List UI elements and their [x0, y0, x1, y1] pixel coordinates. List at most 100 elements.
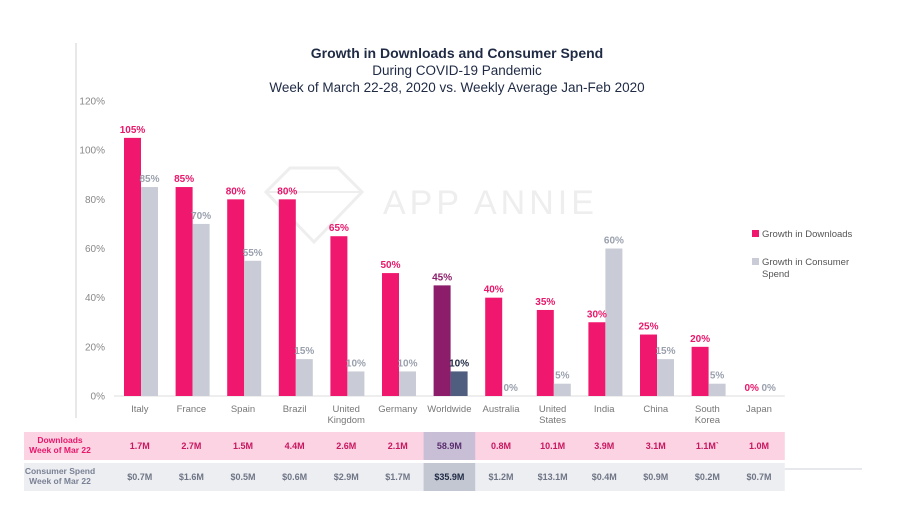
chart-title: Growth in Downloads and Consumer Spend: [311, 45, 603, 61]
data-label-consumer-spend: 10%: [449, 358, 469, 369]
bar-downloads: [175, 187, 193, 396]
table-cell: 3.1M: [646, 441, 666, 451]
data-label-consumer-spend: 70%: [191, 211, 211, 222]
table-cell: $1.6M: [179, 472, 204, 482]
category-label: Kingdom: [327, 415, 365, 426]
data-label-consumer-spend: 5%: [710, 371, 725, 382]
table-cell: $0.9M: [643, 472, 668, 482]
table-row-label: Week of Mar 22: [29, 445, 91, 455]
bar-downloads: [382, 273, 399, 396]
data-label-downloads: 0%: [744, 383, 759, 394]
y-tick-label: 120%: [79, 97, 105, 108]
table-cell: 58.9M: [437, 441, 462, 451]
category-label: Brazil: [283, 404, 307, 415]
table-cell: 2.7M: [181, 441, 201, 451]
table-cell: 4.4M: [285, 441, 305, 451]
bar-downloads: [485, 297, 503, 396]
table-highlight-cell: [423, 432, 476, 460]
legend-label-consumer-spend-line-1: Growth in Consumer: [762, 257, 849, 268]
data-label-downloads: 80%: [226, 186, 246, 197]
chart-subtitle-line-1: During COVID-19 Pandemic: [372, 63, 542, 78]
table-cell: 1.5M: [233, 441, 253, 451]
bar-downloads: [227, 199, 245, 396]
legend-label-consumer-spend-line-2: Spend: [762, 269, 789, 280]
y-tick-label: 80%: [85, 195, 105, 206]
table-cell: $0.2M: [695, 472, 720, 482]
table-cell: $0.4M: [592, 472, 617, 482]
bar-consumer-spend: [141, 187, 158, 396]
category-label: Korea: [695, 415, 721, 426]
table-cell: $35.9M: [434, 472, 464, 482]
table-cell: $1.7M: [385, 472, 410, 482]
data-label-consumer-spend: 60%: [604, 236, 624, 247]
category-label: United: [332, 404, 359, 415]
legend-label-downloads: Growth in Downloads: [762, 229, 853, 240]
bar-consumer-spend: [295, 359, 313, 396]
bar-downloads: [278, 199, 296, 396]
data-label-consumer-spend: 85%: [139, 174, 159, 185]
y-tick-label: 40%: [85, 293, 105, 304]
data-labels-layer: 105% 85% 85% 70% 80% 55% 80% 15% 65% 10% 50% 10% 45%…: [120, 125, 776, 394]
data-label-downloads: 50%: [380, 260, 400, 271]
table-row-label: Week of Mar 22: [29, 476, 91, 486]
table-cell: $2.9M: [334, 472, 359, 482]
bar-downloads: [640, 334, 657, 396]
category-label: Germany: [378, 404, 417, 415]
category-label: Australia: [483, 404, 521, 415]
data-label-downloads: 45%: [432, 272, 452, 283]
bar-consumer-spend: [657, 359, 674, 396]
table-row-downloads: [24, 432, 785, 460]
data-label-downloads: 105%: [120, 125, 146, 136]
bar-downloads: [330, 236, 348, 396]
watermark-gem-icon: [263, 166, 365, 245]
table-cell: 0.8M: [491, 441, 511, 451]
category-label: Italy: [131, 404, 149, 415]
table-cell: 3.9M: [594, 441, 614, 451]
y-tick-label: 60%: [85, 244, 105, 255]
table-cell: 10.1M: [540, 441, 565, 451]
bar-downloads: [536, 309, 554, 396]
bar-consumer-spend: [605, 248, 623, 396]
bar-consumer-spend: [708, 383, 726, 396]
table-cell: 1.7M: [130, 441, 150, 451]
table-cell: 2.1M: [388, 441, 408, 451]
table-cell: $0.6M: [282, 472, 307, 482]
data-label-consumer-spend: 55%: [243, 248, 263, 259]
category-labels-layer: Italy France Spain Brazil UnitedKingdomGerma…: [131, 404, 772, 426]
bar-consumer-spend: [399, 371, 416, 396]
table-highlight-cell: [423, 463, 476, 491]
watermark-text: APP ANNIE: [383, 184, 598, 222]
table-row-label: Consumer Spend: [25, 466, 95, 476]
bars-layer: [124, 137, 726, 396]
y-tick-label: 0%: [91, 392, 106, 403]
bar-consumer-spend: [450, 371, 468, 396]
data-label-downloads: 65%: [329, 223, 349, 234]
legend-swatch-consumer-spend: [752, 258, 759, 265]
category-label: France: [177, 404, 207, 415]
legend-swatch-downloads: [752, 230, 759, 237]
data-label-consumer-spend: 15%: [294, 346, 314, 357]
table-row-label: Downloads: [37, 435, 83, 445]
data-label-consumer-spend: 5%: [555, 371, 570, 382]
table-cell: $0.5M: [230, 472, 255, 482]
data-label-consumer-spend: 0%: [503, 383, 518, 394]
bar-consumer-spend: [347, 371, 365, 396]
data-label-consumer-spend: 0%: [761, 383, 776, 394]
category-label: States: [539, 415, 566, 426]
data-label-consumer-spend: 10%: [346, 358, 366, 369]
table-cell: 2.6M: [336, 441, 356, 451]
category-label: India: [594, 404, 615, 415]
legend: Growth in Downloads Growth in Consumer S…: [752, 229, 853, 280]
data-label-downloads: 40%: [484, 285, 504, 296]
table-row-consumer-spend: [24, 463, 785, 491]
bar-consumer-spend: [553, 383, 571, 396]
bar-downloads: [691, 346, 709, 396]
data-label-downloads: 30%: [587, 309, 607, 320]
data-label-consumer-spend: 10%: [397, 358, 417, 369]
category-label: South: [695, 404, 720, 415]
table-cell: $13.1M: [538, 472, 568, 482]
y-tick-label: 100%: [79, 146, 105, 157]
bar-downloads: [433, 285, 451, 396]
table-cell: $0.7M: [127, 472, 152, 482]
